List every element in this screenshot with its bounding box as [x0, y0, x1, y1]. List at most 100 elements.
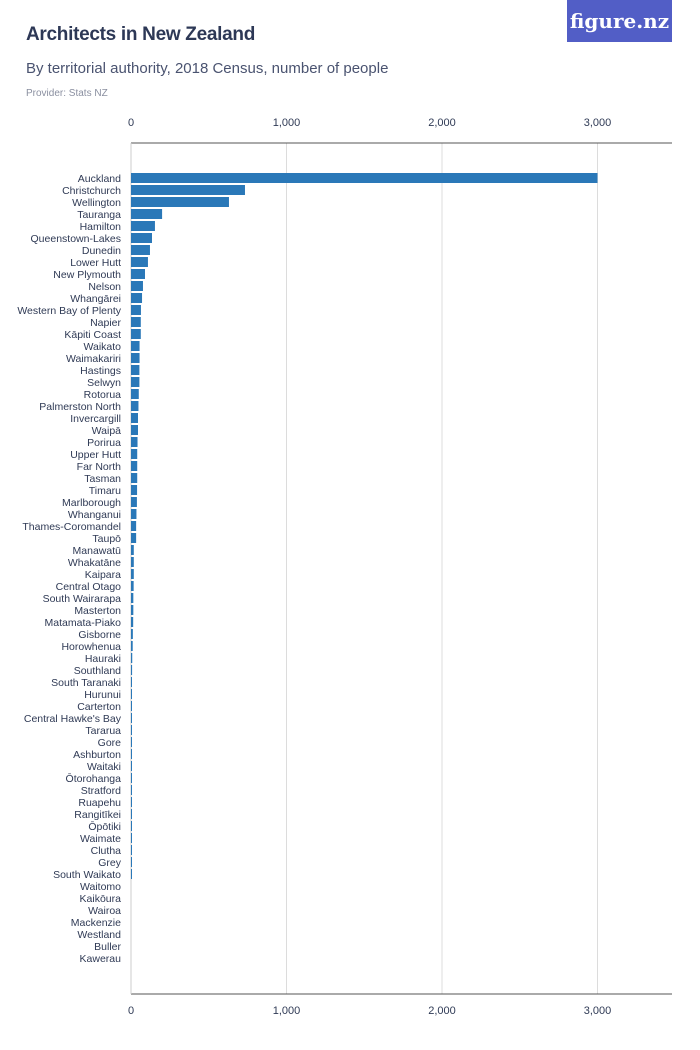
bar	[131, 509, 137, 519]
category-label: New Plymouth	[53, 269, 121, 281]
bar	[131, 449, 138, 459]
bar	[131, 833, 132, 843]
category-label: Christchurch	[62, 185, 121, 197]
category-label: Waipā	[92, 425, 122, 437]
x-tick-label-top: 0	[128, 117, 134, 129]
category-label: Porirua	[87, 437, 121, 449]
category-label: Buller	[94, 941, 121, 953]
bar	[131, 209, 163, 219]
bar	[131, 257, 148, 267]
category-label: Western Bay of Plenty	[17, 305, 121, 317]
bar	[131, 497, 137, 507]
category-label: Waitomo	[80, 881, 121, 893]
category-label: Kāpiti Coast	[64, 329, 121, 341]
bar	[131, 725, 132, 735]
bar	[131, 557, 134, 567]
bar	[131, 737, 132, 747]
bar	[131, 641, 133, 651]
bar	[131, 869, 132, 879]
category-label: Invercargill	[70, 413, 121, 425]
category-label: Thames-Coromandel	[22, 521, 121, 533]
category-label: Waikato	[83, 341, 121, 353]
bar	[131, 221, 155, 231]
category-label: Napier	[90, 317, 121, 329]
category-label: Timaru	[89, 485, 121, 497]
bar	[131, 473, 138, 483]
category-label: Tauranga	[77, 209, 121, 221]
x-tick-label-bottom: 2,000	[428, 1005, 456, 1017]
provider-label: Provider: Stats NZ	[26, 88, 108, 99]
category-label: Selwyn	[87, 377, 121, 389]
bar	[131, 713, 132, 723]
category-label: Whangārei	[70, 293, 121, 305]
bar	[131, 329, 141, 339]
x-tick-label-bottom: 0	[128, 1005, 134, 1017]
category-label: Grey	[98, 857, 122, 869]
bar	[131, 317, 141, 327]
bar	[131, 785, 132, 795]
category-label: Waitaki	[87, 761, 121, 773]
category-label: Upper Hutt	[70, 449, 121, 461]
bar	[131, 581, 134, 591]
category-label: Hurunui	[84, 689, 121, 701]
bar	[131, 569, 134, 579]
bar	[131, 293, 143, 303]
bar	[131, 677, 132, 687]
category-label: Gore	[98, 737, 122, 749]
bar	[131, 365, 140, 375]
bar	[131, 245, 150, 255]
bar	[131, 545, 134, 555]
category-label: Westland	[77, 929, 121, 941]
category-label: Marlborough	[62, 497, 121, 509]
category-label: Waimate	[80, 833, 121, 845]
category-label: Hastings	[80, 365, 121, 377]
category-label: Nelson	[88, 281, 121, 293]
bar	[131, 857, 132, 867]
category-label: Hamilton	[80, 221, 122, 233]
category-label: Hauraki	[85, 653, 121, 665]
category-label: Far North	[77, 461, 122, 473]
category-label: Kawerau	[80, 953, 122, 965]
category-label: South Wairarapa	[43, 593, 122, 605]
category-label: Auckland	[78, 173, 121, 185]
category-label: Kaipara	[85, 569, 121, 581]
category-label: Wairoa	[88, 905, 121, 917]
category-label: Stratford	[81, 785, 121, 797]
bar	[131, 413, 138, 423]
category-label: Ashburton	[73, 749, 121, 761]
bar	[131, 653, 133, 663]
bar	[131, 485, 138, 495]
bar	[131, 281, 143, 291]
category-label: Ruapehu	[78, 797, 121, 809]
bar	[131, 521, 137, 531]
category-label: Central Hawke's Bay	[24, 713, 122, 725]
bar	[131, 845, 132, 855]
category-label: Rangitīkei	[74, 809, 121, 821]
x-tick-label-top: 1,000	[273, 117, 301, 129]
x-tick-label-top: 2,000	[428, 117, 456, 129]
bar	[131, 749, 132, 759]
chart-title: Architects in New Zealand	[26, 24, 256, 45]
category-label: Carterton	[77, 701, 121, 713]
category-label: Ōtorohanga	[66, 773, 122, 785]
category-label: Wellington	[72, 197, 121, 209]
category-label: South Taranaki	[51, 677, 121, 689]
category-label: Ōpōtiki	[88, 821, 121, 833]
bar	[131, 233, 152, 243]
category-label: Tasman	[84, 473, 121, 485]
figure-nz-logo[interactable]: figure.nz	[567, 0, 672, 42]
bar	[131, 401, 139, 411]
bar	[131, 437, 138, 447]
category-label: Matamata-Piako	[45, 617, 122, 629]
x-tick-label-top: 3,000	[584, 117, 612, 129]
bar	[131, 185, 245, 195]
category-label: Taupō	[92, 533, 121, 545]
bar	[131, 689, 132, 699]
bar	[131, 425, 138, 435]
category-label: Central Otago	[56, 581, 122, 593]
bar	[131, 353, 140, 363]
bar	[131, 173, 598, 183]
bar	[131, 617, 134, 627]
category-label: Palmerston North	[39, 401, 121, 413]
